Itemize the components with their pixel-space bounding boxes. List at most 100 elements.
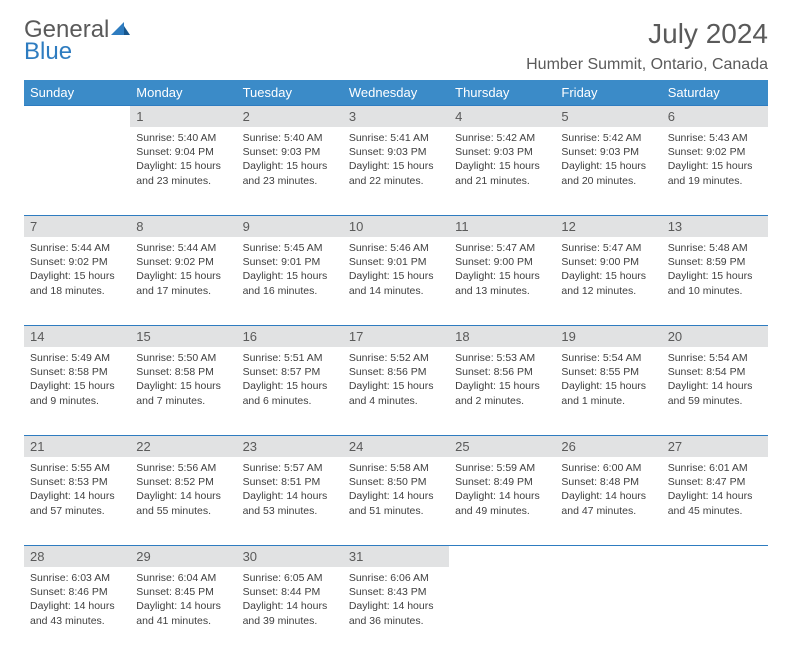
day-cell: Sunrise: 5:58 AMSunset: 8:50 PMDaylight:… [343,457,449,545]
day-cell: Sunrise: 5:47 AMSunset: 9:00 PMDaylight:… [449,237,555,325]
sunrise: Sunrise: 5:54 AM [668,351,762,365]
daylight: Daylight: 14 hours and 43 minutes. [30,599,124,627]
day-details: Sunrise: 5:47 AMSunset: 9:00 PMDaylight:… [555,237,661,306]
sunset: Sunset: 9:02 PM [30,255,124,269]
day-details: Sunrise: 5:42 AMSunset: 9:03 PMDaylight:… [449,127,555,196]
daylight: Daylight: 14 hours and 51 minutes. [349,489,443,517]
sunrise: Sunrise: 6:00 AM [561,461,655,475]
sunset: Sunset: 8:55 PM [561,365,655,379]
content-row: Sunrise: 5:40 AMSunset: 9:04 PMDaylight:… [24,127,768,215]
sunset: Sunset: 8:45 PM [136,585,230,599]
weekday-header: Saturday [662,80,768,105]
day-number: 13 [662,215,768,237]
daylight: Daylight: 15 hours and 23 minutes. [136,159,230,187]
sunset: Sunset: 8:56 PM [455,365,549,379]
day-number: 11 [449,215,555,237]
sunrise: Sunrise: 5:43 AM [668,131,762,145]
daylight: Daylight: 14 hours and 39 minutes. [243,599,337,627]
sunrise: Sunrise: 5:44 AM [30,241,124,255]
sunset: Sunset: 8:48 PM [561,475,655,489]
sunrise: Sunrise: 5:57 AM [243,461,337,475]
day-cell: Sunrise: 6:00 AMSunset: 8:48 PMDaylight:… [555,457,661,545]
day-cell: Sunrise: 5:47 AMSunset: 9:00 PMDaylight:… [555,237,661,325]
sunrise: Sunrise: 6:01 AM [668,461,762,475]
day-details: Sunrise: 5:44 AMSunset: 9:02 PMDaylight:… [130,237,236,306]
day-number: 3 [343,105,449,127]
day-cell: Sunrise: 5:51 AMSunset: 8:57 PMDaylight:… [237,347,343,435]
sunrise: Sunrise: 5:40 AM [243,131,337,145]
day-details: Sunrise: 5:46 AMSunset: 9:01 PMDaylight:… [343,237,449,306]
day-number: 15 [130,325,236,347]
daylight: Daylight: 15 hours and 23 minutes. [243,159,337,187]
day-number: 21 [24,435,130,457]
sunrise: Sunrise: 5:51 AM [243,351,337,365]
day-details: Sunrise: 5:53 AMSunset: 8:56 PMDaylight:… [449,347,555,416]
sunset: Sunset: 8:59 PM [668,255,762,269]
day-details: Sunrise: 6:00 AMSunset: 8:48 PMDaylight:… [555,457,661,526]
day-number: 10 [343,215,449,237]
sunset: Sunset: 8:52 PM [136,475,230,489]
day-details: Sunrise: 5:57 AMSunset: 8:51 PMDaylight:… [237,457,343,526]
daylight: Daylight: 15 hours and 4 minutes. [349,379,443,407]
content-row: Sunrise: 5:44 AMSunset: 9:02 PMDaylight:… [24,237,768,325]
sunrise: Sunrise: 5:46 AM [349,241,443,255]
day-number: 16 [237,325,343,347]
logo-icon [111,18,131,42]
sunrise: Sunrise: 6:03 AM [30,571,124,585]
day-number: 17 [343,325,449,347]
day-details: Sunrise: 6:01 AMSunset: 8:47 PMDaylight:… [662,457,768,526]
day-number-empty [449,545,555,567]
sunset: Sunset: 9:04 PM [136,145,230,159]
day-cell: Sunrise: 5:55 AMSunset: 8:53 PMDaylight:… [24,457,130,545]
content-row: Sunrise: 5:49 AMSunset: 8:58 PMDaylight:… [24,347,768,435]
sunrise: Sunrise: 5:45 AM [243,241,337,255]
weekday-header: Thursday [449,80,555,105]
day-details: Sunrise: 5:51 AMSunset: 8:57 PMDaylight:… [237,347,343,416]
day-number-empty [24,105,130,127]
sunrise: Sunrise: 5:49 AM [30,351,124,365]
day-cell: Sunrise: 5:44 AMSunset: 9:02 PMDaylight:… [130,237,236,325]
sunrise: Sunrise: 5:54 AM [561,351,655,365]
day-details: Sunrise: 6:06 AMSunset: 8:43 PMDaylight:… [343,567,449,636]
sunrise: Sunrise: 5:41 AM [349,131,443,145]
daylight: Daylight: 14 hours and 59 minutes. [668,379,762,407]
sunset: Sunset: 9:02 PM [136,255,230,269]
daylight: Daylight: 15 hours and 22 minutes. [349,159,443,187]
day-details: Sunrise: 5:42 AMSunset: 9:03 PMDaylight:… [555,127,661,196]
day-cell [449,567,555,655]
sunset: Sunset: 9:03 PM [455,145,549,159]
daylight: Daylight: 15 hours and 18 minutes. [30,269,124,297]
sunset: Sunset: 9:00 PM [455,255,549,269]
daylight: Daylight: 14 hours and 55 minutes. [136,489,230,517]
sunset: Sunset: 8:53 PM [30,475,124,489]
daylight: Daylight: 15 hours and 1 minute. [561,379,655,407]
day-details: Sunrise: 5:50 AMSunset: 8:58 PMDaylight:… [130,347,236,416]
day-number: 18 [449,325,555,347]
day-details: Sunrise: 5:59 AMSunset: 8:49 PMDaylight:… [449,457,555,526]
sunset: Sunset: 8:58 PM [30,365,124,379]
daylight: Daylight: 15 hours and 2 minutes. [455,379,549,407]
day-cell: Sunrise: 5:56 AMSunset: 8:52 PMDaylight:… [130,457,236,545]
sunrise: Sunrise: 5:52 AM [349,351,443,365]
calendar-body: 123456Sunrise: 5:40 AMSunset: 9:04 PMDay… [24,105,768,655]
day-cell: Sunrise: 5:40 AMSunset: 9:04 PMDaylight:… [130,127,236,215]
sunrise: Sunrise: 5:50 AM [136,351,230,365]
day-number: 22 [130,435,236,457]
sunset: Sunset: 8:57 PM [243,365,337,379]
daylight: Daylight: 15 hours and 14 minutes. [349,269,443,297]
sunset: Sunset: 8:44 PM [243,585,337,599]
weekday-header: Wednesday [343,80,449,105]
daynum-row: 28293031 [24,545,768,567]
weekday-header: Sunday [24,80,130,105]
day-number-empty [555,545,661,567]
day-cell: Sunrise: 5:41 AMSunset: 9:03 PMDaylight:… [343,127,449,215]
sunrise: Sunrise: 6:05 AM [243,571,337,585]
daynum-row: 78910111213 [24,215,768,237]
sunset: Sunset: 9:00 PM [561,255,655,269]
day-number: 29 [130,545,236,567]
day-number: 2 [237,105,343,127]
daylight: Daylight: 15 hours and 9 minutes. [30,379,124,407]
day-cell: Sunrise: 5:54 AMSunset: 8:54 PMDaylight:… [662,347,768,435]
sunset: Sunset: 8:56 PM [349,365,443,379]
weekday-header: Friday [555,80,661,105]
